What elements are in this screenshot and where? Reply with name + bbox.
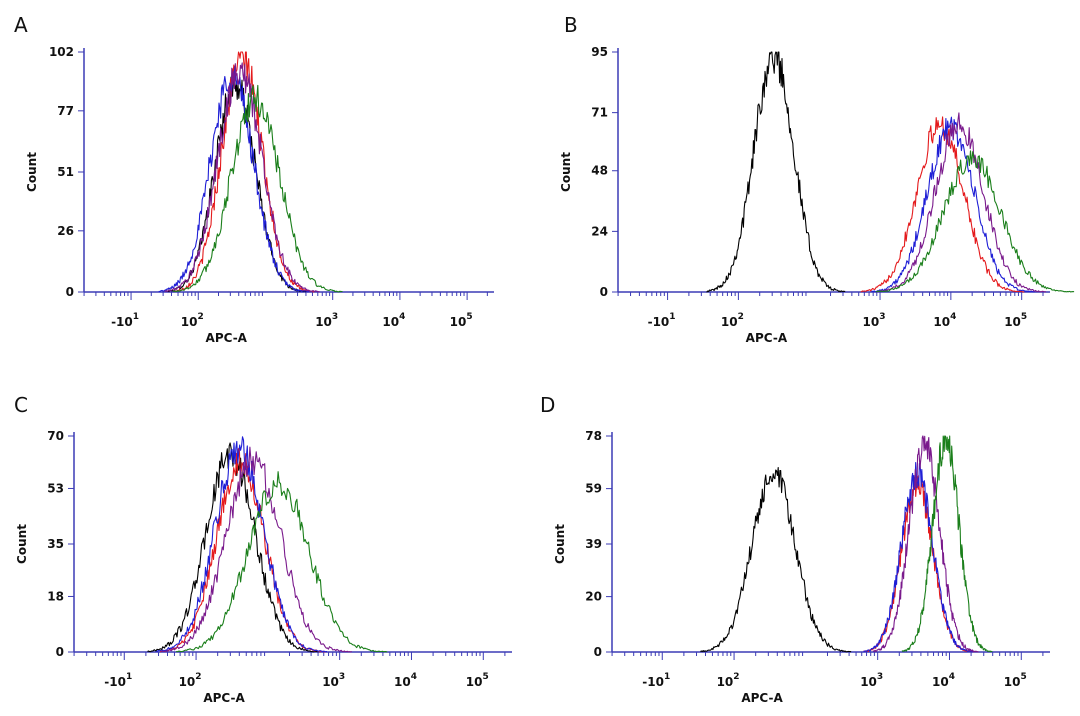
series-line-purple bbox=[872, 435, 979, 653]
x-tick-label: -101 bbox=[642, 672, 670, 689]
series-line-green bbox=[875, 150, 1075, 293]
y-tick-label: 102 bbox=[49, 45, 74, 59]
panel-b: B 0 24 48 71 95 -101 102 103 104 105 APC-A Count bbox=[559, 13, 1075, 345]
x-axis-title: APC-A bbox=[746, 331, 788, 345]
y-tick-label: 70 bbox=[47, 429, 64, 443]
y-tick-label: 18 bbox=[47, 589, 64, 603]
y-tick-label: 59 bbox=[585, 482, 602, 496]
series-line-black bbox=[147, 442, 319, 653]
x-tick-label: 105 bbox=[1004, 312, 1027, 329]
series-line-red bbox=[860, 116, 1025, 293]
y-tick-label: 24 bbox=[591, 224, 608, 238]
y-tick-label: 0 bbox=[600, 285, 608, 299]
y-tick-label: 48 bbox=[591, 164, 608, 178]
x-tick-label: -101 bbox=[104, 672, 132, 689]
x-tick-label: 104 bbox=[932, 672, 955, 689]
x-tick-label: 103 bbox=[863, 312, 886, 329]
x-axis-title: APC-A bbox=[206, 331, 248, 345]
series-line-black bbox=[706, 51, 846, 293]
series-line-purple bbox=[877, 112, 1047, 293]
x-axis-title: APC-A bbox=[203, 691, 245, 705]
y-tick-label: 0 bbox=[56, 645, 64, 659]
y-axis-title: Count bbox=[15, 524, 29, 564]
x-tick-label: 102 bbox=[181, 312, 204, 329]
x-tick-label: 104 bbox=[933, 312, 956, 329]
series-line-blue bbox=[158, 65, 310, 293]
y-tick-label: 0 bbox=[66, 285, 74, 299]
y-axis-title: Count bbox=[559, 152, 573, 192]
x-tick-label: 105 bbox=[466, 672, 489, 689]
x-tick-label: 102 bbox=[717, 672, 740, 689]
x-tick-label: 103 bbox=[315, 312, 338, 329]
series-line-black bbox=[700, 467, 852, 653]
x-tick-label: 102 bbox=[179, 672, 202, 689]
x-tick-label: 105 bbox=[1004, 672, 1027, 689]
x-tick-label: 104 bbox=[382, 312, 405, 329]
x-tick-label: 104 bbox=[394, 672, 417, 689]
x-axis-title: APC-A bbox=[741, 691, 783, 705]
panel-d: D 0 20 39 59 78 -101 102 103 104 105 APC-A Count bbox=[540, 393, 1050, 705]
y-tick-label: 78 bbox=[585, 429, 602, 443]
series-line-blue bbox=[863, 462, 975, 653]
x-tick-label: 105 bbox=[450, 312, 473, 329]
series-line-blue bbox=[156, 436, 328, 653]
y-tick-label: 26 bbox=[57, 224, 74, 238]
series-line-green bbox=[901, 435, 993, 653]
series-line-blue bbox=[871, 116, 1036, 293]
y-tick-label: 71 bbox=[591, 106, 608, 120]
y-axis-title: Count bbox=[553, 524, 567, 564]
y-tick-label: 35 bbox=[47, 537, 64, 551]
y-tick-label: 95 bbox=[591, 45, 608, 59]
series-line-green bbox=[172, 84, 343, 293]
x-tick-label: -101 bbox=[648, 312, 676, 329]
series-line-green bbox=[176, 471, 388, 653]
y-axis-title: Count bbox=[25, 152, 39, 192]
x-tick-label: -101 bbox=[111, 312, 139, 329]
panel-letter: B bbox=[564, 13, 578, 37]
panel-letter: D bbox=[540, 393, 555, 417]
series-line-purple bbox=[160, 446, 352, 653]
y-tick-label: 0 bbox=[594, 645, 602, 659]
series-line-red bbox=[173, 51, 315, 293]
y-tick-label: 39 bbox=[585, 537, 602, 551]
panel-a: A 0 26 51 77 102 -101 102 103 104 105 APC-A Count bbox=[14, 13, 494, 345]
y-tick-label: 53 bbox=[47, 481, 64, 495]
panel-c: C 0 18 35 53 70 -101 102 103 104 105 APC-A Count bbox=[14, 393, 512, 705]
x-tick-label: 102 bbox=[721, 312, 744, 329]
series-line-purple bbox=[164, 62, 320, 293]
y-tick-label: 20 bbox=[585, 590, 602, 604]
y-tick-label: 77 bbox=[57, 104, 74, 118]
x-tick-label: 103 bbox=[860, 672, 883, 689]
series-line-black bbox=[166, 74, 308, 293]
y-tick-label: 51 bbox=[57, 165, 74, 179]
panel-letter: A bbox=[14, 13, 28, 37]
panel-letter: C bbox=[14, 393, 28, 417]
x-tick-label: 103 bbox=[322, 672, 345, 689]
